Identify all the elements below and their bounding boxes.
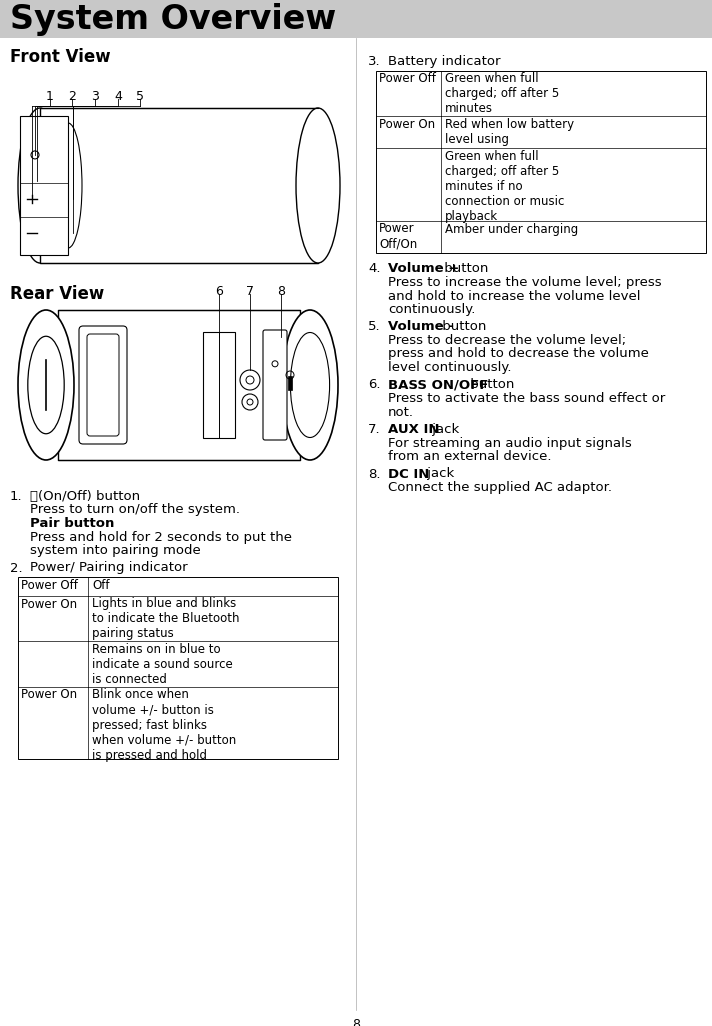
Ellipse shape [290, 332, 330, 437]
Text: 6.: 6. [368, 379, 380, 392]
Bar [20, 116, 68, 255]
Text: Blink once when
volume +/- button is
pressed; fast blinks
when volume +/- button: Blink once when volume +/- button is pre… [92, 688, 236, 761]
Text: 2.: 2. [10, 561, 23, 575]
FancyBboxPatch shape [79, 326, 127, 444]
Text: Press to turn on/off the system.: Press to turn on/off the system. [30, 504, 240, 516]
FancyBboxPatch shape [263, 330, 287, 440]
Text: Power Off: Power Off [379, 73, 436, 85]
Text: jack: jack [423, 468, 454, 480]
Text: Power On: Power On [21, 597, 77, 610]
Text: continuously.: continuously. [388, 303, 476, 316]
Text: 3: 3 [91, 90, 99, 103]
Text: 1.: 1. [10, 490, 23, 503]
Bar [376, 71, 706, 252]
Text: Off: Off [92, 579, 110, 592]
Text: Press to decrease the volume level;: Press to decrease the volume level; [388, 334, 626, 347]
Ellipse shape [282, 310, 338, 460]
Text: Rear View: Rear View [10, 285, 104, 303]
Text: Front View: Front View [10, 48, 110, 66]
Text: Connect the supplied AC adaptor.: Connect the supplied AC adaptor. [388, 481, 612, 494]
Ellipse shape [18, 310, 74, 460]
Text: Volume +: Volume + [388, 263, 459, 276]
Text: ⏻(On/Off) button: ⏻(On/Off) button [30, 490, 140, 503]
FancyBboxPatch shape [87, 334, 119, 436]
Text: from an external device.: from an external device. [388, 450, 552, 463]
Bar [288, 376, 292, 390]
Text: 1: 1 [46, 90, 54, 103]
Bar [18, 577, 338, 759]
Text: button: button [438, 320, 486, 333]
Ellipse shape [28, 337, 64, 434]
Text: Lights in blue and blinks
to indicate the Bluetooth
pairing status: Lights in blue and blinks to indicate th… [92, 597, 239, 640]
Text: Power/ Pairing indicator: Power/ Pairing indicator [30, 561, 188, 575]
Text: 7.: 7. [368, 423, 381, 436]
Text: 8: 8 [277, 285, 285, 298]
Text: button: button [466, 379, 514, 392]
Text: Pair button: Pair button [30, 517, 115, 530]
Text: not.: not. [388, 405, 414, 419]
Text: Red when low battery
level using: Red when low battery level using [445, 118, 574, 146]
Text: BASS ON/OFF: BASS ON/OFF [388, 379, 488, 392]
Text: Volume -: Volume - [388, 320, 454, 333]
Bar [0, 0, 712, 38]
Text: Amber under charging: Amber under charging [445, 223, 578, 236]
Text: Power On: Power On [21, 688, 77, 702]
Text: Power On: Power On [379, 118, 435, 131]
Text: System Overview: System Overview [10, 2, 336, 36]
Bar [40, 108, 318, 263]
Ellipse shape [296, 108, 340, 263]
Text: Green when full
charged; off after 5
minutes: Green when full charged; off after 5 min… [445, 73, 559, 116]
Text: system into pairing mode: system into pairing mode [30, 544, 201, 557]
Text: Power Off: Power Off [21, 579, 78, 592]
Text: 2: 2 [68, 90, 76, 103]
Text: and hold to increase the volume level: and hold to increase the volume level [388, 289, 641, 303]
Text: Power
Off/On: Power Off/On [379, 223, 417, 250]
Text: Press to activate the bass sound effect or: Press to activate the bass sound effect … [388, 392, 665, 405]
Text: 8: 8 [352, 1018, 360, 1026]
Text: For streaming an audio input signals: For streaming an audio input signals [388, 436, 632, 449]
Text: press and hold to decrease the volume: press and hold to decrease the volume [388, 348, 649, 360]
Text: 4.: 4. [368, 263, 380, 276]
Text: Press and hold for 2 seconds to put the: Press and hold for 2 seconds to put the [30, 530, 292, 544]
Ellipse shape [18, 108, 62, 263]
Text: Green when full
charged; off after 5
minutes if no
connection or music
playback: Green when full charged; off after 5 min… [445, 150, 565, 223]
Text: button: button [440, 263, 488, 276]
Text: jack: jack [428, 423, 459, 436]
Text: Battery indicator: Battery indicator [388, 55, 501, 68]
Text: DC IN: DC IN [388, 468, 429, 480]
Text: 7: 7 [246, 285, 254, 298]
Bar [203, 332, 235, 438]
Text: 4: 4 [114, 90, 122, 103]
Text: level continuously.: level continuously. [388, 361, 511, 374]
Text: 5.: 5. [368, 320, 381, 333]
Text: 6: 6 [215, 285, 223, 298]
Text: 3.: 3. [368, 55, 381, 68]
Text: 5: 5 [136, 90, 144, 103]
Bar [58, 310, 300, 460]
Text: 8.: 8. [368, 468, 380, 480]
Text: AUX IN: AUX IN [388, 423, 439, 436]
Text: Remains on in blue to
indicate a sound source
is connected: Remains on in blue to indicate a sound s… [92, 643, 233, 686]
Text: Press to increase the volume level; press: Press to increase the volume level; pres… [388, 276, 661, 289]
